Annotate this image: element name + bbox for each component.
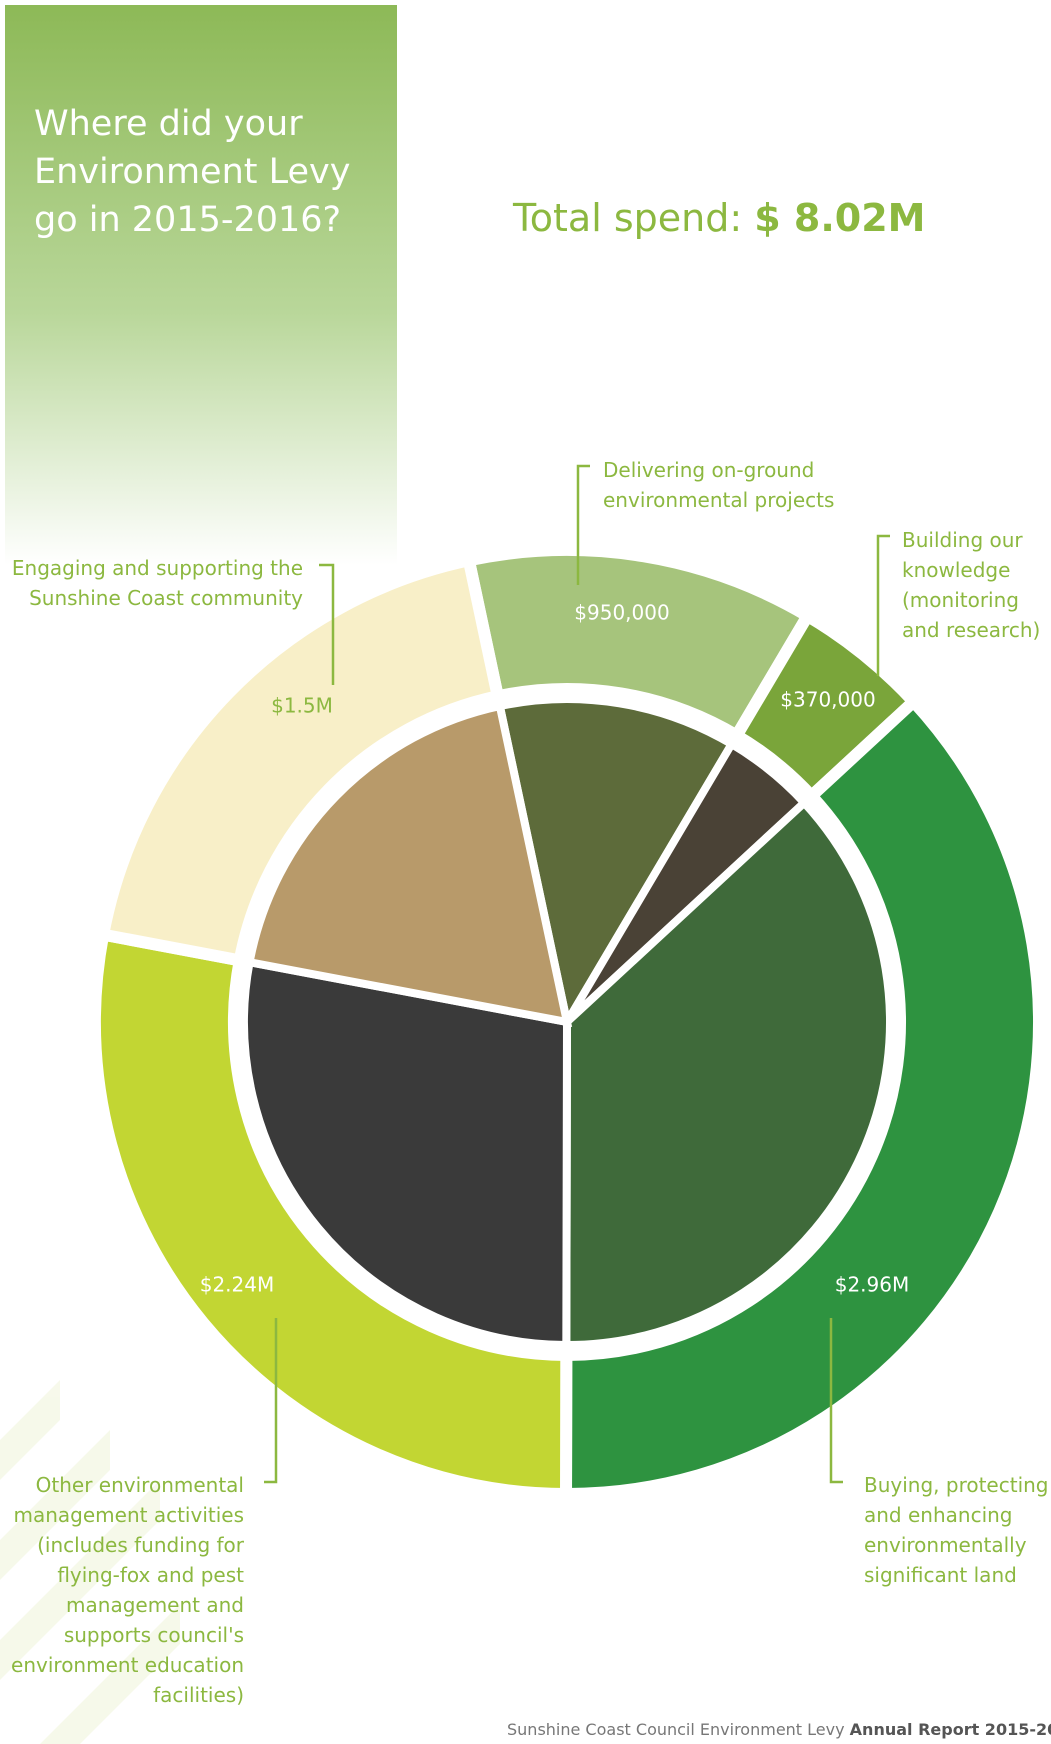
footer-bold: Annual Report 2015-2016 xyxy=(849,1720,1051,1739)
value-label: $2.24M xyxy=(200,1273,275,1297)
category-label: Buying, protecting and enhancing environ… xyxy=(864,1473,1049,1587)
photo-wedge xyxy=(244,701,573,1028)
photo-wedge xyxy=(240,957,572,1350)
photo-wedge xyxy=(562,797,894,1350)
footer-text: Sunshine Coast Council Environment Levy xyxy=(507,1720,845,1739)
leader-line xyxy=(829,1318,843,1484)
category-label: Delivering on-ground environmental proje… xyxy=(603,458,835,512)
value-label: $1.5M xyxy=(271,694,333,718)
total-label: Total spend: xyxy=(513,196,743,240)
title: Where did your Environment Levy go in 20… xyxy=(34,104,351,240)
decor-stripes xyxy=(0,1380,180,1744)
leader-line xyxy=(319,563,335,685)
leader-line xyxy=(264,1318,278,1484)
total-spend: Total spend: $ 8.02M xyxy=(513,196,925,240)
total-value: $ 8.02M xyxy=(754,196,926,240)
pie-segment xyxy=(89,927,573,1501)
leader-line xyxy=(576,464,590,585)
pie-segment xyxy=(96,553,505,968)
value-label: $950,000 xyxy=(574,601,669,625)
footer: Sunshine Coast Council Environment Levy … xyxy=(507,1720,1051,1739)
value-label: $2.96M xyxy=(835,1273,910,1297)
leader-line xyxy=(876,534,890,676)
category-label: Engaging and supporting the Sunshine Coa… xyxy=(11,556,303,610)
photo-wedge xyxy=(495,695,738,1033)
category-label: Building our knowledge (monitoring and r… xyxy=(902,528,1041,642)
leader-lines xyxy=(264,464,890,1484)
pie-segment xyxy=(560,693,1045,1501)
category-label: Other environmental management activitie… xyxy=(11,1473,244,1707)
value-label: $370,000 xyxy=(780,688,875,712)
title-panel xyxy=(5,5,397,565)
